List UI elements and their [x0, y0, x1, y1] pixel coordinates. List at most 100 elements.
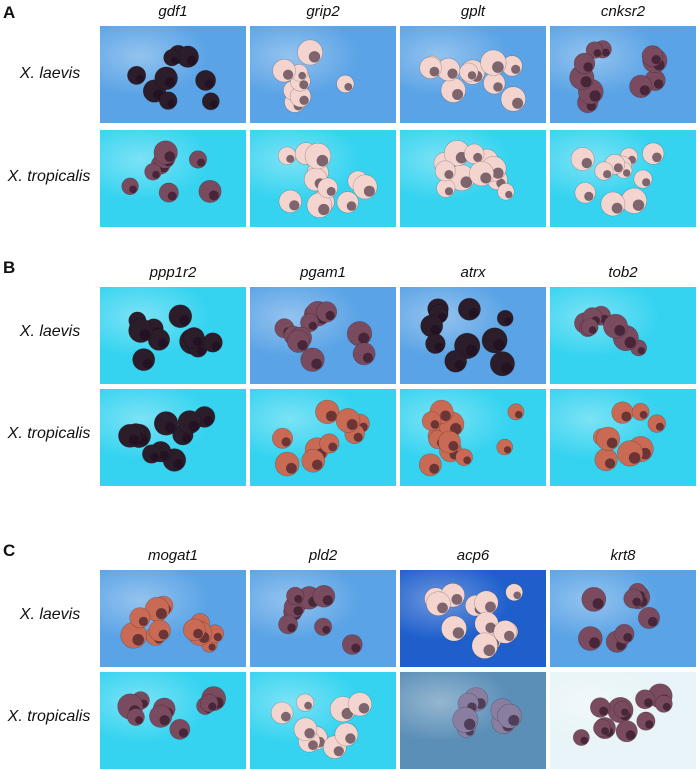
embryo	[154, 66, 178, 91]
embryo-stain	[593, 49, 602, 57]
embryo-stain	[150, 453, 160, 462]
species-label-laevis-b: X. laevis	[19, 323, 81, 340]
embryo	[270, 701, 294, 725]
embryo-stain	[504, 317, 512, 325]
embryo	[278, 614, 298, 635]
embryo	[319, 433, 340, 454]
embryo-stain	[606, 437, 618, 449]
embryo-image	[100, 26, 246, 123]
embryo-stain	[164, 422, 176, 433]
embryo-stain	[322, 625, 331, 634]
embryo-stain	[362, 352, 373, 363]
embryo-stain	[625, 730, 636, 740]
embryo-stain	[316, 154, 329, 167]
embryo-stain	[589, 90, 601, 102]
gene-label-krt8: krt8	[610, 547, 636, 564]
embryo-stain	[493, 82, 503, 92]
embryo-stain	[624, 336, 636, 349]
embryo	[603, 313, 628, 339]
embryo-stain	[511, 64, 521, 74]
embryo	[158, 91, 178, 110]
embryo-stain	[208, 190, 219, 201]
embryo-stain	[580, 736, 588, 745]
gene-label-tob2: tob2	[608, 264, 638, 281]
embryo-stain	[508, 714, 520, 726]
embryo	[188, 150, 208, 169]
embryo-stain	[429, 66, 440, 77]
embryo-stain	[601, 727, 609, 735]
embryo-stain	[326, 410, 337, 422]
embryo	[573, 52, 596, 75]
embryo-stain	[128, 434, 140, 445]
embryo	[471, 632, 499, 659]
embryo-stain	[515, 410, 523, 419]
embryo-image	[400, 287, 546, 384]
embryo	[129, 607, 151, 629]
embryo	[342, 634, 363, 655]
embryo-stain	[358, 332, 370, 344]
embryo-stain	[444, 187, 454, 196]
embryo	[420, 314, 444, 338]
embryo-stain	[181, 433, 192, 443]
embryo-stain	[193, 628, 203, 639]
embryo-stain	[621, 708, 629, 716]
embryo-stain	[129, 185, 137, 194]
embryo-image	[550, 672, 696, 769]
embryo-image	[550, 570, 696, 667]
embryo-stain	[467, 71, 477, 80]
embryo-stain	[132, 634, 144, 646]
embryo-stain	[452, 89, 464, 100]
embryo-stain	[447, 68, 458, 79]
embryo-stain	[621, 411, 632, 422]
embryo-stain	[318, 203, 330, 216]
embryo	[315, 399, 340, 425]
embryo	[277, 146, 297, 165]
embryo-stain	[197, 347, 206, 356]
embryo-stain	[304, 728, 315, 739]
embryo	[629, 74, 653, 99]
embryo-image	[550, 287, 696, 384]
embryo	[574, 182, 596, 204]
embryo-stain	[473, 152, 483, 162]
embryo	[496, 309, 514, 327]
embryo-stain	[297, 340, 308, 351]
embryo	[286, 586, 305, 605]
gene-label-gplt: gplt	[460, 3, 486, 20]
embryo-stain	[468, 308, 479, 319]
embryo	[489, 351, 515, 377]
embryo-stain	[429, 463, 440, 474]
embryo-stain	[588, 326, 597, 334]
embryo-stain	[138, 616, 148, 626]
embryo-stain	[583, 62, 593, 72]
embryo	[581, 586, 607, 612]
embryo-stain	[655, 422, 664, 431]
embryo-stain	[363, 185, 375, 197]
embryo	[577, 626, 603, 651]
embryo-stain	[430, 420, 440, 429]
embryo	[271, 427, 293, 449]
embryo	[121, 177, 139, 196]
embryo-stain	[286, 154, 295, 163]
embryo	[636, 711, 656, 731]
embryo-stain	[157, 338, 168, 349]
embryo	[440, 77, 466, 103]
embryo-stain	[159, 715, 170, 726]
embryo-stain	[167, 99, 176, 108]
gene-label-mogat1: mogat1	[147, 547, 199, 564]
embryo-stain	[581, 157, 592, 169]
embryo-stain	[632, 597, 641, 607]
embryo	[335, 408, 361, 433]
embryo	[315, 301, 338, 323]
embryo	[314, 617, 333, 636]
embryo-stain	[325, 310, 335, 321]
embryo	[572, 729, 590, 746]
embryo	[168, 304, 193, 329]
embryo	[317, 177, 338, 199]
embryo-stain	[294, 595, 303, 603]
embryo	[419, 56, 442, 79]
embryo-stain	[599, 706, 608, 716]
embryo-stain	[628, 452, 641, 464]
embryo-stain	[485, 622, 496, 634]
embryo-stain	[645, 720, 654, 729]
embryo	[616, 440, 644, 467]
